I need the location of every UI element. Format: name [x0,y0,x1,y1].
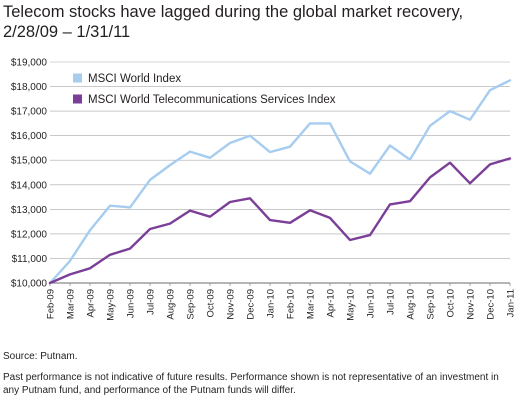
line-chart: $10,000 $11,000 $12,000 $13,000 $14,000 $15,0… [11,58,514,321]
y-tick-label: $12,000 [11,229,48,240]
y-tick-label: $13,000 [11,205,48,216]
x-tick-label: Nov-09 [226,289,237,320]
x-tick-label: Aug-09 [166,289,177,320]
x-tick-label: May-10 [346,289,357,321]
x-axis-ticks: Feb-09 Mar-09 Apr-09 May-09 Jun-09 Jul-09 Aug-… [46,283,514,321]
y-tick-label: $18,000 [11,82,48,93]
y-tick-label: $14,000 [11,180,48,191]
x-tick-label: Jul-10 [386,289,397,315]
x-tick-label: Jun-10 [366,289,377,318]
x-tick-label: Jan-10 [266,289,277,318]
x-tick-label: Aug-10 [406,289,417,320]
y-tick-label: $16,000 [11,131,48,142]
series-lines [48,79,512,285]
x-tick-label: Mar-09 [66,289,77,319]
disclaimer-note: Past performance is not indicative of fu… [3,372,499,396]
y-tick-label: $15,000 [11,156,48,167]
gridlines [50,61,510,284]
y-axis-ticks: $10,000 $11,000 $12,000 $13,000 $14,000 $15,0… [11,58,48,290]
legend-swatch [73,94,82,104]
legend: MSCI World Index MSCI World Telecommunica… [73,73,336,106]
x-tick-label: Jan-11 [506,289,514,317]
x-tick-label: Nov-10 [466,289,477,320]
x-tick-label: Apr-10 [326,289,337,318]
x-tick-label: Jun-09 [126,289,137,318]
y-tick-label: $17,000 [11,107,48,118]
x-tick-label: Oct-09 [206,289,217,318]
chart-title: Telecom stocks have lagged during the gl… [3,3,464,41]
x-tick-label: Sep-10 [426,289,437,320]
y-tick-label: $10,000 [11,279,48,290]
x-tick-label: Dec-10 [486,289,497,320]
x-tick-label: Oct-10 [446,289,457,318]
series-line-1 [48,79,512,285]
x-tick-label: May-09 [106,289,117,321]
source-note: Source: Putnam. [3,351,78,362]
legend-label: MSCI World Index [88,73,181,85]
series-line-2 [48,157,512,285]
y-tick-label: $19,000 [11,58,48,69]
x-tick-label: Jul-09 [146,289,157,315]
legend-label: MSCI World Telecommunications Services I… [88,94,336,106]
x-tick-label: Dec-09 [246,289,257,320]
y-tick-label: $11,000 [12,254,48,265]
x-tick-label: Feb-09 [46,289,57,319]
x-tick-label: Feb-10 [286,289,297,319]
x-tick-label: Sep-09 [186,289,197,320]
x-tick-label: Mar-10 [306,289,317,319]
legend-swatch [73,73,82,83]
x-tick-label: Apr-09 [86,289,97,318]
